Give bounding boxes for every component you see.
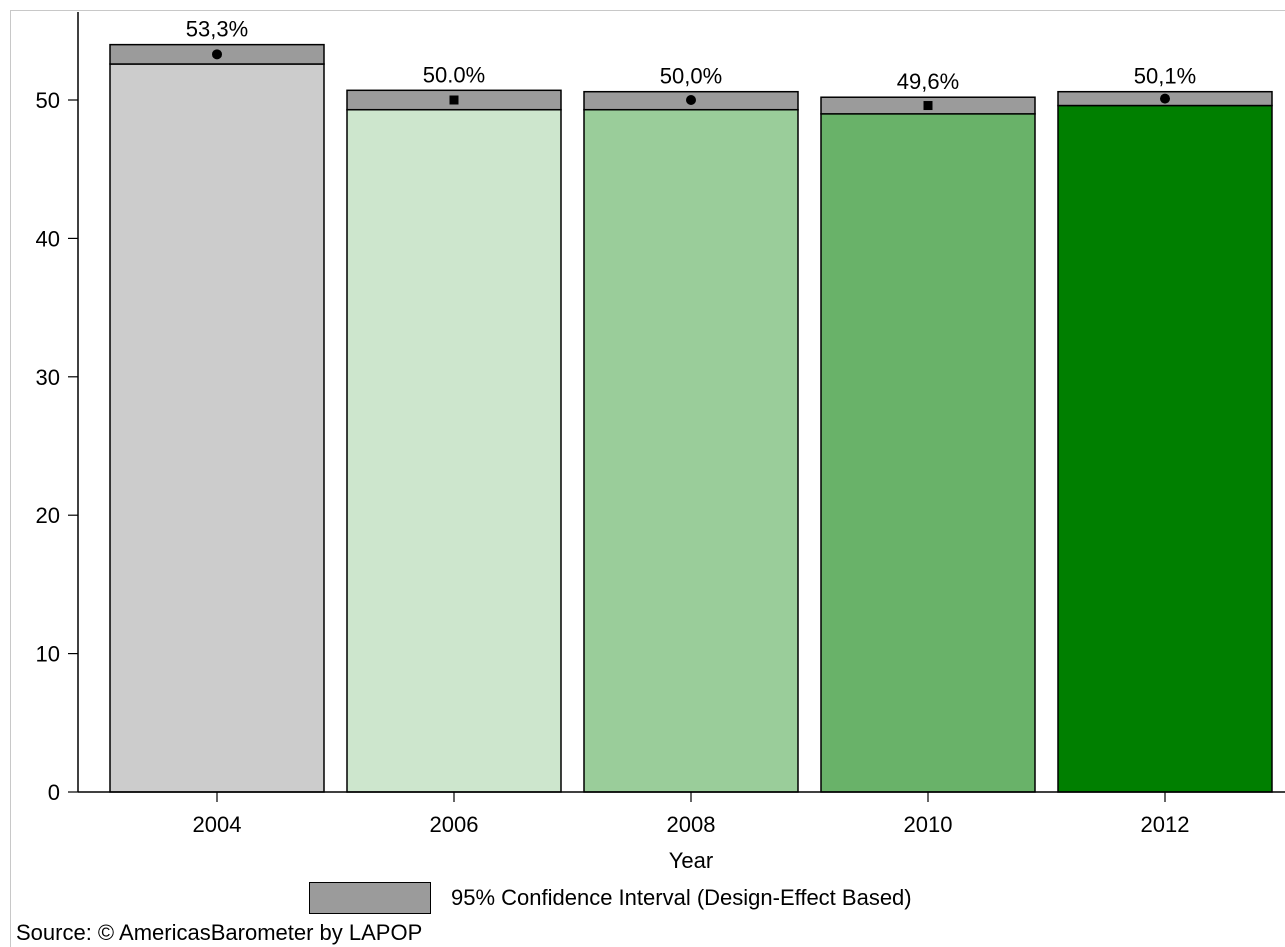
bars-layer [109,43,1273,793]
source-note: Source: © AmericasBarometer by LAPOP [16,920,423,945]
x-tick-label-2010: 2010 [904,812,953,837]
data-label-2004: 53,3% [186,17,248,42]
bar-2004 [109,63,325,793]
y-tick-label: 20 [36,503,60,528]
labels-layer: 0 10 20 30 40 50 2004 53,3% 2006 50.0% 2008 50,0% 20… [36,17,1197,837]
bar-2008 [583,108,799,793]
data-label-2008: 50,0% [660,64,722,89]
bar-2010 [820,113,1036,793]
x-tick-label-2004: 2004 [193,812,242,837]
data-label-2006: 50.0% [423,62,485,87]
legend-swatch-ci [309,882,431,914]
y-tick-label: 40 [36,226,60,251]
x-tick-label-2012: 2012 [1141,812,1190,837]
legend-label: 95% Confidence Interval (Design-Effect B… [451,885,912,910]
point-marker-2004 [212,49,222,60]
point-marker-2008 [686,95,696,105]
y-tick-label: 50 [36,88,60,113]
data-label-2012: 50,1% [1134,64,1196,89]
data-label-2010: 49,6% [897,69,959,94]
point-marker-2012 [1160,93,1170,104]
legend: 95% Confidence Interval (Design-Effect B… [309,881,912,915]
x-tick-label-2008: 2008 [667,812,716,837]
x-tick-label-2006: 2006 [430,812,479,837]
y-tick-label: 10 [36,642,60,667]
bar-2006 [346,108,562,793]
axes-layer [68,12,1285,802]
y-tick-label: 30 [36,365,60,390]
point-marker-2010 [923,101,933,111]
y-tick-label: 0 [48,780,60,805]
point-marker-2006 [449,95,459,105]
bar-2012 [1057,104,1273,793]
x-axis-title: Year [669,848,713,873]
chart-frame [10,10,1285,947]
